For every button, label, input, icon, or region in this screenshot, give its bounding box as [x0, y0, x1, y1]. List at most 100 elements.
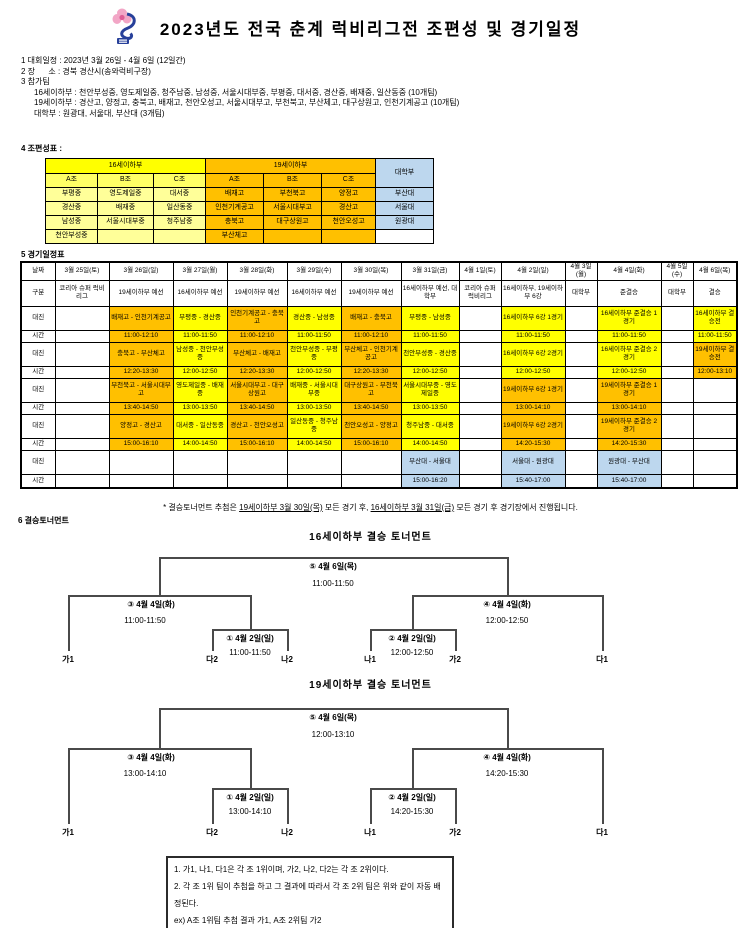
bracket-line: [287, 629, 289, 651]
info-line-venue: 2 장 소 : 경북 경산시(송와럭비구장): [21, 66, 151, 76]
bracket-line: [68, 748, 70, 824]
matchup-cell: 대구상원고 - 부천북고: [340, 377, 402, 403]
bracket-line: [370, 629, 372, 651]
quarterfinal-right-time: 12:00-12:50: [390, 648, 434, 657]
matchup-cell: [564, 305, 598, 331]
matchup-cell: [564, 377, 598, 403]
time-cell: [692, 401, 738, 415]
time-cell: 14:00-14:50: [400, 437, 460, 451]
category-cell: 결승: [692, 279, 738, 307]
seed-label: 다1: [596, 655, 608, 664]
matchup-cell: 부천북고 - 서울시대부고: [108, 377, 174, 403]
info-line-teams-heading: 3 참가팀: [21, 77, 50, 86]
group-header-cell: B조: [97, 173, 154, 188]
matchup-cell: [286, 449, 342, 475]
matchup-cell: 충북고 - 부산체고: [108, 341, 174, 367]
team-cell: [263, 229, 323, 244]
matchup-cell: 19세이하부 6강 1경기: [500, 377, 566, 403]
bracket-line: [412, 748, 414, 788]
bracket-line: [212, 629, 287, 631]
group-header-cell: A조: [45, 173, 98, 188]
bracket-line: [68, 748, 250, 750]
matchup-cell: [54, 305, 110, 331]
event-info: 1 대회일정 : 2023년 3월 26일 - 4월 6일 (12일간) 2 장…: [21, 56, 459, 119]
date-header-cell: 3월 31일(금): [400, 261, 460, 281]
matchup-cell: [340, 449, 402, 475]
matchup-cell: 청주남중 - 대서중: [400, 413, 460, 439]
bracket-line: [68, 595, 250, 597]
row-header-cell: 시간: [20, 473, 56, 489]
matchup-cell: [564, 413, 598, 439]
match-schedule-table: 날짜 3월 25일(토) 3월 26일(일) 3월 27일(월) 3월 28일(화) 3월…: [20, 261, 738, 489]
bracket-line: [250, 748, 252, 788]
time-cell: 12:20-13:30: [340, 365, 402, 379]
time-cell: [564, 401, 598, 415]
time-cell: [172, 473, 228, 489]
draw-note-underline-u19: 19세이하부 3월 30일(목): [239, 503, 323, 512]
bracket-line: [455, 629, 457, 651]
date-header-cell: 3월 30일(목): [340, 261, 402, 281]
matchup-cell: 배재중 - 서울시대부중: [286, 377, 342, 403]
time-cell: 11:00-12:10: [340, 329, 402, 343]
seeding-note-line-3: ex) A조 1위팀 추첨 결과 가1, A조 2위팀 가2: [174, 916, 322, 925]
category-cell: 대학부: [660, 279, 694, 307]
semifinal-right-time: 14:20-15:30: [485, 769, 529, 778]
team-cell: 대구상원고: [263, 215, 323, 230]
time-cell: 12:20-13:30: [226, 365, 288, 379]
draw-note-text: * 결승토너먼트 추첨은: [163, 503, 240, 512]
time-cell: 11:00-11:50: [286, 329, 342, 343]
group-header-cell: 16세이하부: [44, 158, 207, 174]
team-cell: 일산동중: [152, 201, 207, 216]
team-cell: 대서중: [152, 187, 207, 202]
matchup-cell: 일산동중 - 청주남중: [286, 413, 342, 439]
matchup-cell: 배재고 - 충북고: [340, 305, 402, 331]
group-header-cell: 대학부: [375, 158, 435, 188]
team-cell: 경산중: [45, 201, 98, 216]
info-line-univ-teams: 대학부 : 원광대, 서울대, 부산대 (3개팀): [34, 108, 165, 118]
time-cell: [340, 473, 402, 489]
time-cell: 13:00-13:50: [172, 401, 228, 415]
time-cell: [458, 473, 502, 489]
time-cell: 13:40-14:50: [340, 401, 402, 415]
final-match-time: 12:00-13:10: [311, 730, 355, 739]
bracket-line: [412, 595, 414, 629]
date-header-cell: 3월 26일(일): [108, 261, 174, 281]
group-header-cell: C조: [321, 173, 377, 188]
team-cell: [152, 229, 207, 244]
time-cell: [54, 329, 110, 343]
section-label-tournament: 6 결승토너먼트: [18, 516, 69, 525]
category-cell: 대학부: [564, 279, 598, 307]
seed-label: 다2: [206, 828, 218, 837]
page-title: 2023년도 전국 춘계 럭비리그전 조편성 및 경기일정: [159, 20, 582, 39]
matchup-cell: [692, 413, 738, 439]
team-cell: 부천북고: [263, 187, 323, 202]
matchup-cell: [660, 377, 694, 403]
semifinal-left-label: ③ 4월 4일(화): [127, 753, 175, 762]
quarterfinal-left-label: ① 4월 2일(일): [226, 634, 274, 643]
category-cell: 16세이하부, 19세이하부 6강: [500, 279, 566, 307]
matchup-cell: [660, 341, 694, 367]
time-cell: 15:00-16:10: [108, 437, 174, 451]
seed-label: 가1: [62, 828, 74, 837]
category-cell: 16세이하부 예선: [172, 279, 228, 307]
team-cell: 원광대: [375, 215, 435, 230]
team-cell: 충북고: [205, 215, 265, 230]
team-cell: 경산고: [321, 201, 377, 216]
date-header-cell: 4월 1일(토): [458, 261, 502, 281]
matchup-cell: [108, 449, 174, 475]
semifinal-right-time: 12:00-12:50: [485, 616, 529, 625]
row-header-cell: 시간: [20, 365, 56, 379]
time-cell: 13:40-14:50: [108, 401, 174, 415]
bracket-u19-heading: 19세이하부 결승 토너먼트: [309, 680, 432, 691]
time-cell: [660, 329, 694, 343]
matchup-cell: [458, 377, 502, 403]
date-header-cell: 3월 25일(토): [54, 261, 110, 281]
time-cell: 15:40-17:00: [596, 473, 662, 489]
semifinal-left-time: 13:00-14:10: [123, 769, 167, 778]
section-label-group-table: 4 조편성표 :: [21, 144, 62, 153]
date-header-cell: 4월 6일(목): [692, 261, 738, 281]
bracket-line: [455, 788, 457, 824]
team-cell: 부산체고: [205, 229, 265, 244]
group-header-cell: A조: [205, 173, 265, 188]
